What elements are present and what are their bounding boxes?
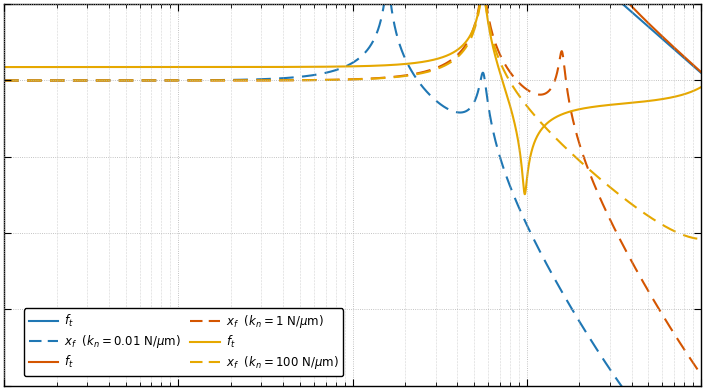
Legend: $f_t$, $x_f$  $(k_n = 0.01\ \mathrm{N}/\mu\mathrm{m})$, $f_t$, $x_f$  $(k_n = 1\: $f_t$, $x_f$ $(k_n = 0.01\ \mathrm{N}/\m…	[24, 308, 343, 376]
